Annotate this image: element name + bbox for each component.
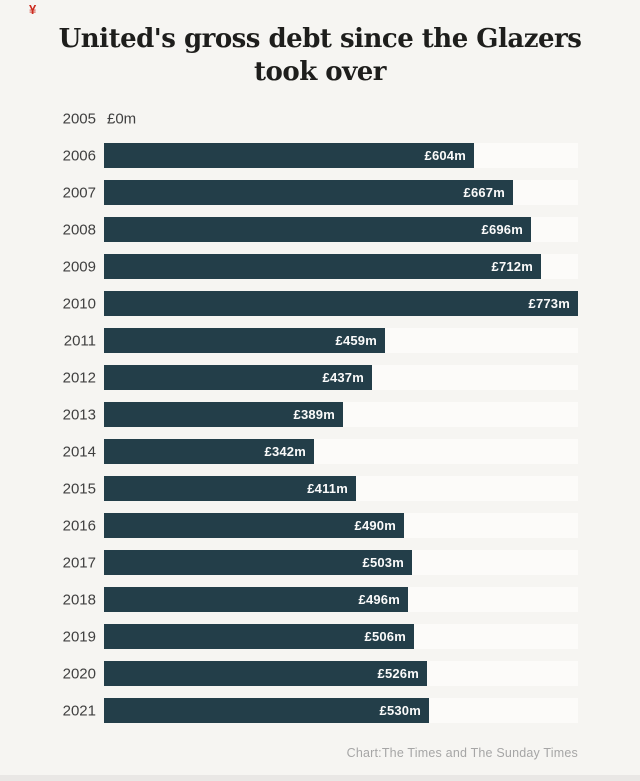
value-label: £530m xyxy=(379,703,421,718)
year-label: 2009 xyxy=(62,258,96,275)
chart-title-line1: United's gross debt since the Glazers xyxy=(58,24,582,54)
value-label: £773m xyxy=(528,296,570,311)
debt-bar: £342m xyxy=(104,439,314,464)
debt-bar: £712m xyxy=(104,254,541,279)
year-label: 2014 xyxy=(62,443,96,460)
chart-row: 2008 £696m xyxy=(0,217,640,242)
value-label: £604m xyxy=(424,148,466,163)
value-label: £496m xyxy=(358,592,400,607)
value-label: £526m xyxy=(377,666,419,681)
value-label: £506m xyxy=(364,629,406,644)
value-label: £411m xyxy=(307,481,348,496)
chart-row: 2018 £496m xyxy=(0,587,640,612)
debt-bar: £411m xyxy=(104,476,356,501)
year-label: 2015 xyxy=(62,480,96,497)
debt-bar: £773m xyxy=(104,291,578,316)
value-label: £696m xyxy=(481,222,523,237)
chart-row: 2010 £773m xyxy=(0,291,640,316)
chart-row: 2016 £490m xyxy=(0,513,640,538)
value-label: £389m xyxy=(293,407,335,422)
value-label: £667m xyxy=(463,185,505,200)
year-label: 2019 xyxy=(62,628,96,645)
debt-bar: £459m xyxy=(104,328,385,353)
chart-title: United's gross debt since the Glazers to… xyxy=(0,23,640,89)
debt-bar: £490m xyxy=(104,513,404,538)
bar-chart: 2005 £0m 2006 £604m 2007 £667m 2008 £696m 2009 £7… xyxy=(0,106,640,735)
debt-bar: £389m xyxy=(104,402,343,427)
year-label: 2021 xyxy=(62,702,96,719)
value-label: £490m xyxy=(354,518,396,533)
year-label: 2008 xyxy=(62,221,96,238)
chart-row: 2019 £506m xyxy=(0,624,640,649)
debt-bar: £526m xyxy=(104,661,427,686)
year-label: 2016 xyxy=(62,517,96,534)
debt-bar: £696m xyxy=(104,217,531,242)
chart-row: 2015 £411m xyxy=(0,476,640,501)
value-label: £459m xyxy=(335,333,377,348)
debt-bar: £604m xyxy=(104,143,474,168)
chart-row: 2011 £459m xyxy=(0,328,640,353)
year-label: 2012 xyxy=(62,369,96,386)
year-label: 2018 xyxy=(62,591,96,608)
debt-bar: £506m xyxy=(104,624,414,649)
year-label: 2007 xyxy=(62,184,96,201)
chart-row: 2005 £0m xyxy=(0,106,640,131)
year-label: 2013 xyxy=(62,406,96,423)
chart-row: 2007 £667m xyxy=(0,180,640,205)
chart-row: 2014 £342m xyxy=(0,439,640,464)
zero-value-label: £0m xyxy=(107,110,137,127)
year-label: 2006 xyxy=(62,147,96,164)
debt-bar: £437m xyxy=(104,365,372,390)
chart-row: 2021 £530m xyxy=(0,698,640,723)
value-label: £503m xyxy=(362,555,404,570)
year-label: 2017 xyxy=(62,554,96,571)
debt-bar: £667m xyxy=(104,180,513,205)
year-label: 2011 xyxy=(63,332,96,349)
value-label: £342m xyxy=(264,444,306,459)
bottom-divider-strip xyxy=(0,775,640,781)
value-label: £712m xyxy=(491,259,533,274)
chart-title-line2: took over xyxy=(254,57,386,87)
debt-bar: £503m xyxy=(104,550,412,575)
year-label: 2005 xyxy=(62,110,96,127)
red-watermark-glyph: ¥ xyxy=(29,2,37,17)
debt-bar: £530m xyxy=(104,698,429,723)
chart-source-caption: Chart:The Times and The Sunday Times xyxy=(346,746,578,760)
year-label: 2010 xyxy=(62,295,96,312)
chart-row: 2013 £389m xyxy=(0,402,640,427)
chart-row: 2017 £503m xyxy=(0,550,640,575)
debt-bar: £496m xyxy=(104,587,408,612)
chart-row: 2009 £712m xyxy=(0,254,640,279)
chart-row: 2012 £437m xyxy=(0,365,640,390)
year-label: 2020 xyxy=(62,665,96,682)
value-label: £437m xyxy=(322,370,364,385)
chart-row: 2020 £526m xyxy=(0,661,640,686)
chart-row: 2006 £604m xyxy=(0,143,640,168)
